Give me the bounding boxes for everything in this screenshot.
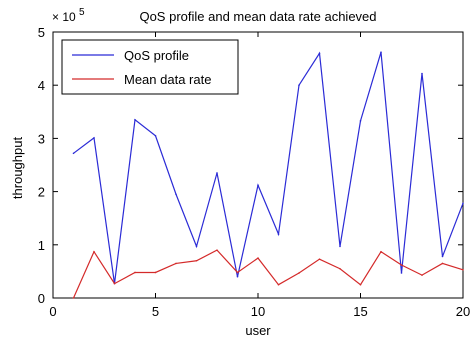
data-point: [380, 51, 382, 54]
data-point: [359, 283, 362, 286]
data-point: [318, 52, 321, 55]
legend: QoS profile Mean data rate: [61, 39, 239, 95]
data-point: [339, 245, 341, 248]
data-point: [216, 172, 218, 174]
data-point: [175, 262, 177, 265]
series-line-2: [72, 249, 464, 299]
series-line-1: [73, 51, 464, 284]
legend-box: [61, 39, 239, 95]
y-tick-label: 1: [38, 238, 45, 253]
data-point: [93, 250, 95, 253]
y-tick-label: 5: [38, 25, 45, 40]
data-point: [113, 282, 116, 285]
y-tick-label: 0: [38, 291, 45, 306]
x-tick-label: 5: [152, 304, 159, 319]
y-axis-label: throughput: [10, 137, 25, 200]
tick-group: 0 5 10 15 20 0 1 2 3 4 5: [38, 25, 470, 319]
y-tick-label: 4: [38, 78, 45, 93]
data-point: [93, 137, 95, 139]
data-point: [195, 259, 198, 262]
y-multiplier-label: × 10: [52, 10, 76, 24]
legend-label: Mean data rate: [124, 72, 211, 87]
data-point: [380, 250, 382, 253]
data-point: [72, 152, 75, 155]
data-point: [318, 258, 321, 260]
data-point: [462, 269, 464, 271]
data-point: [277, 283, 280, 286]
data-point: [298, 84, 300, 86]
data-point: [236, 275, 239, 278]
data-point: [441, 262, 444, 265]
data-point: [400, 264, 403, 266]
data-point: [257, 257, 259, 259]
data-point: [175, 193, 177, 196]
data-point: [72, 297, 75, 299]
data-point: [421, 72, 423, 75]
data-point: [400, 272, 403, 274]
data-point: [441, 255, 444, 258]
series-group: [72, 51, 464, 299]
x-tick-label: 15: [353, 304, 367, 319]
data-point: [359, 120, 362, 122]
data-point: [236, 271, 239, 274]
data-point: [257, 184, 259, 187]
data-point: [154, 271, 157, 274]
data-point: [154, 134, 157, 137]
x-tick-label: 20: [456, 304, 470, 319]
chart-title: QoS profile and mean data rate achieved: [139, 9, 376, 24]
y-tick-label: 3: [38, 131, 45, 146]
data-point: [339, 267, 341, 270]
data-point: [462, 202, 464, 205]
y-multiplier-exponent: 5: [79, 7, 85, 18]
data-point: [421, 274, 423, 276]
data-point: [134, 271, 136, 274]
x-tick-label: 0: [49, 304, 56, 319]
x-tick-label: 10: [251, 304, 265, 319]
data-point: [216, 249, 218, 251]
data-point: [195, 245, 198, 248]
legend-label: QoS profile: [124, 48, 189, 63]
data-point: [134, 118, 136, 121]
y-tick-label: 2: [38, 185, 45, 200]
x-axis-label: user: [245, 323, 271, 338]
data-point: [277, 233, 280, 235]
data-point: [298, 272, 300, 274]
